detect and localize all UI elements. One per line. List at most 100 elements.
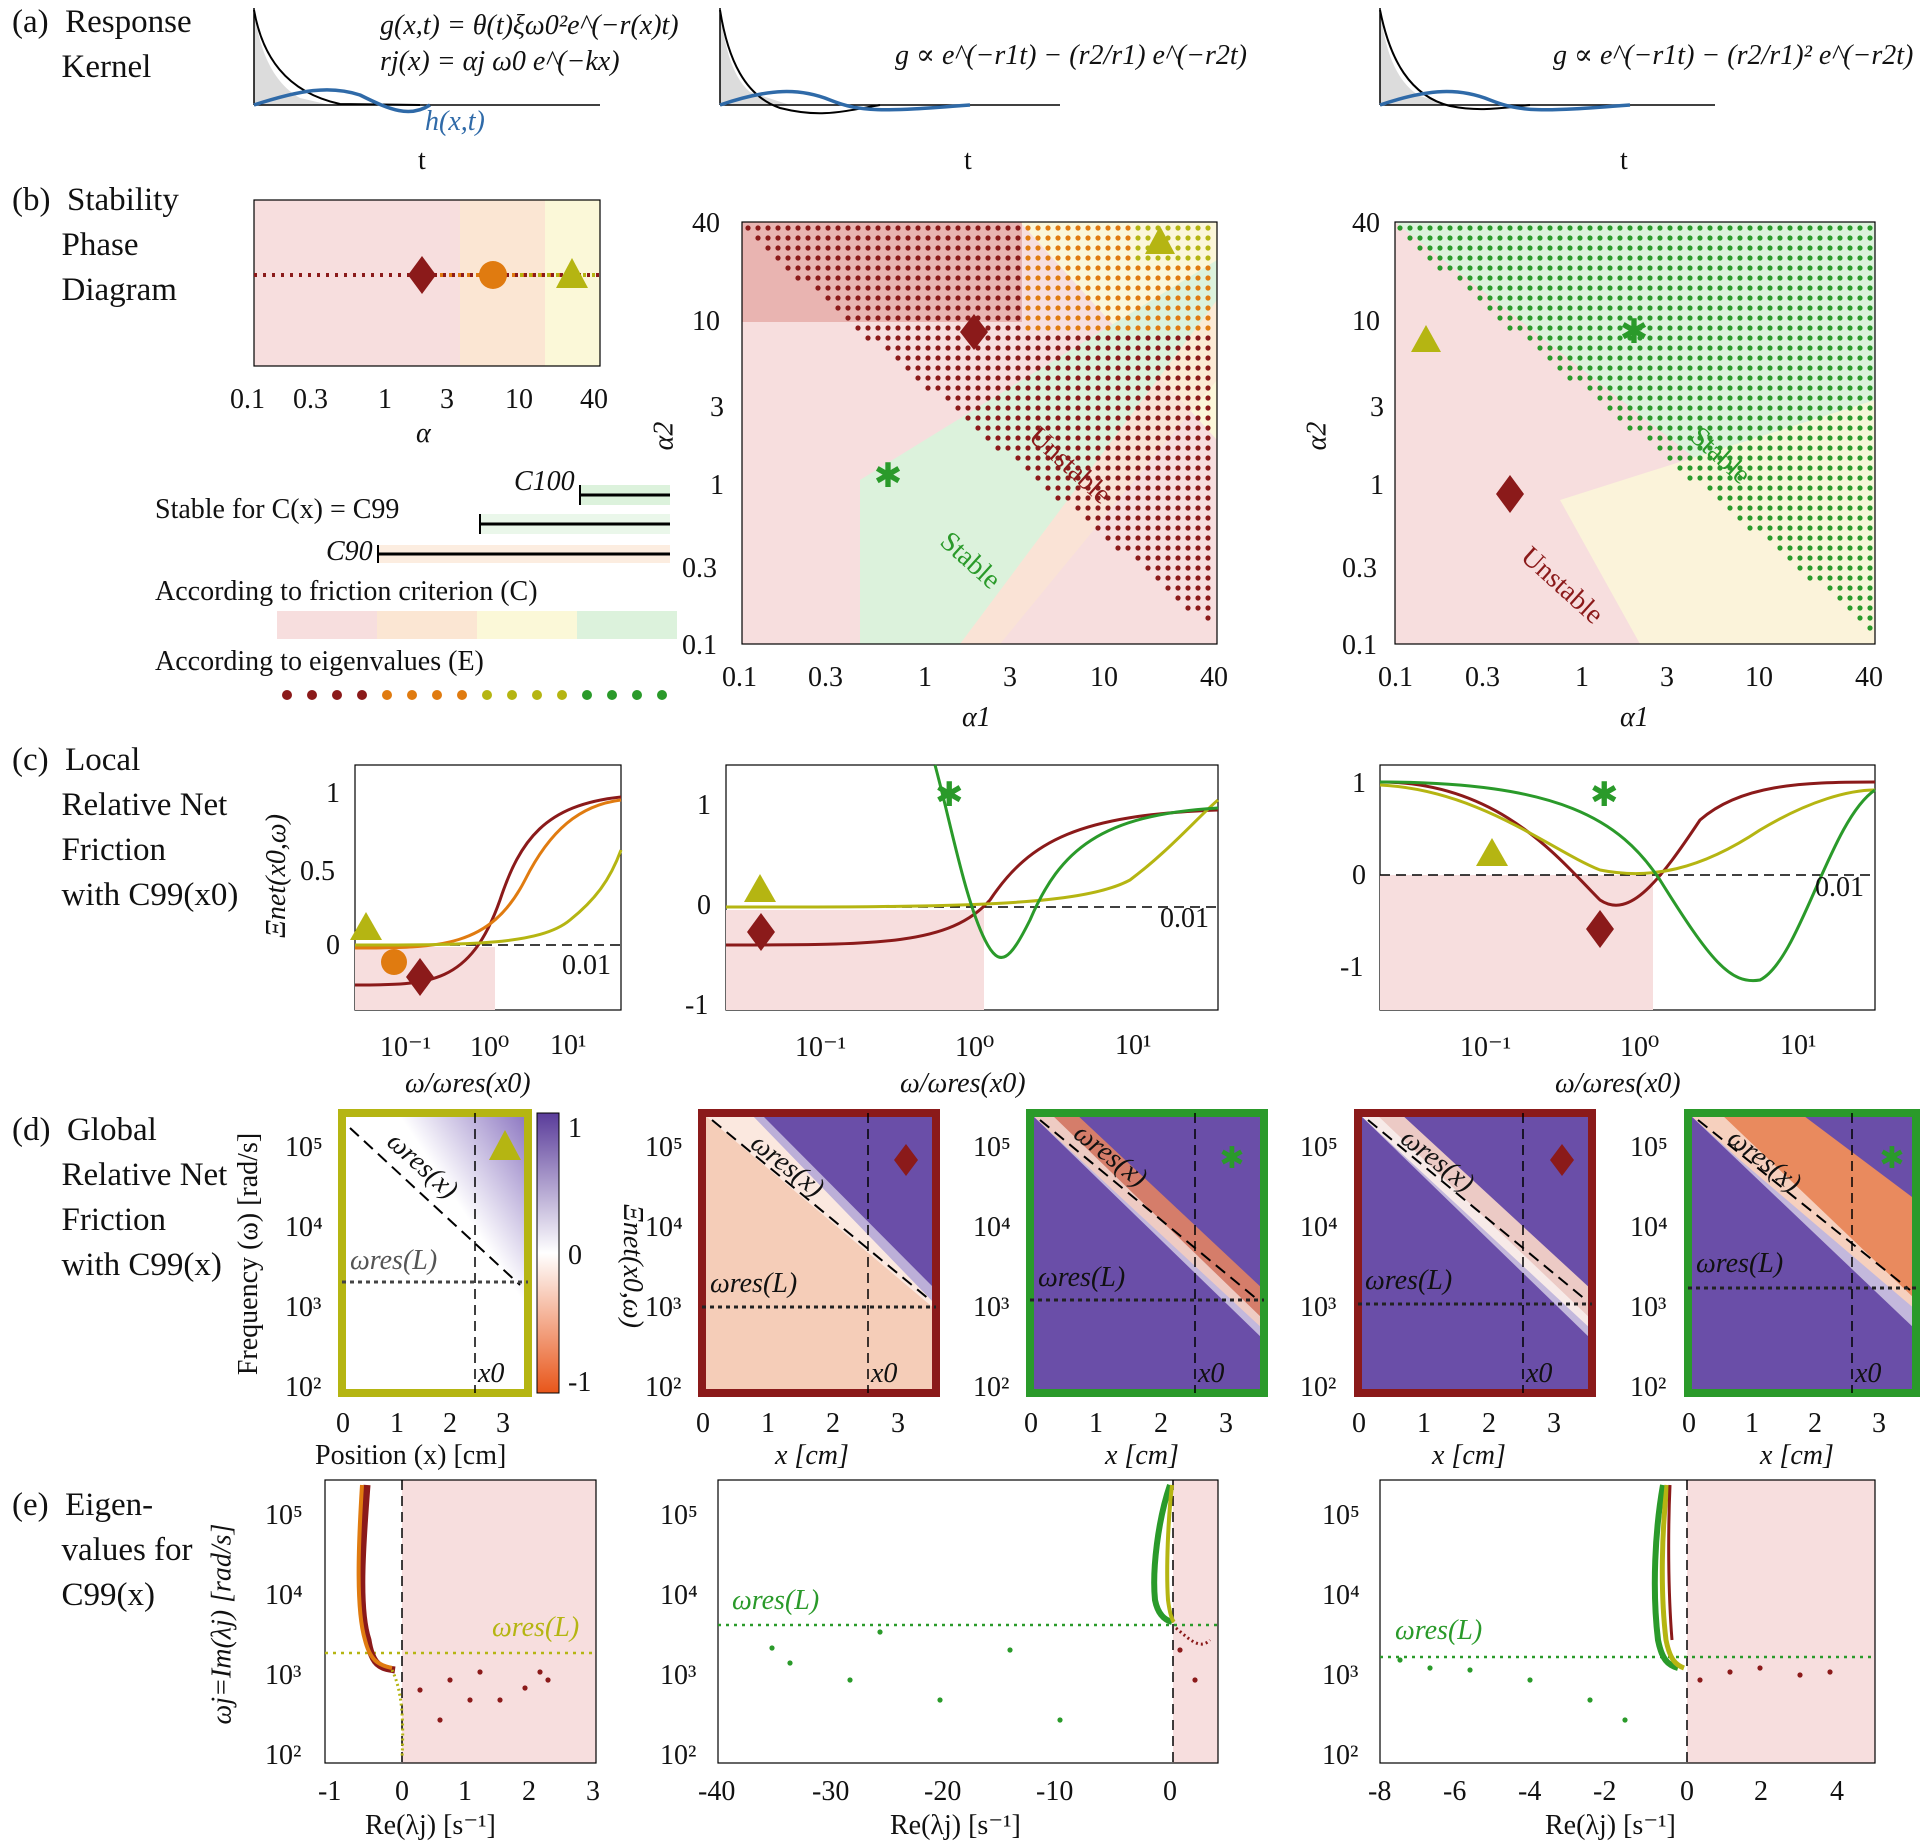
phase-dot-right [1767, 355, 1773, 361]
phase-dot-right [1827, 445, 1833, 451]
phase-dot-right [1467, 285, 1473, 291]
phase-dot-right [1727, 455, 1733, 461]
phase-dot-mid [1005, 435, 1011, 441]
phase-dot-right [1797, 545, 1803, 551]
phase-dot-mid [945, 335, 951, 341]
cbar-tick--1: -1 [568, 1367, 592, 1398]
friction-right-ytick-1: 1 [1352, 768, 1366, 799]
phase-dot-right [1787, 555, 1793, 561]
right-xtick-0.1: 0.1 [1378, 662, 1413, 693]
phase-dot-right [1647, 295, 1653, 301]
phase-dot-mid [945, 375, 951, 381]
phase-dot-right [1797, 405, 1803, 411]
phase-dot-right [1537, 345, 1543, 351]
phase-dot-mid [955, 285, 961, 291]
mid-ytick-0.1: 0.1 [682, 630, 717, 661]
phase-dot-right [1647, 435, 1653, 441]
phase-dot-right [1757, 385, 1763, 391]
phase-dot-right [1617, 295, 1623, 301]
phase-dot-right [1737, 335, 1743, 341]
phase-dot-mid [1075, 355, 1081, 361]
phase-dot-right [1837, 385, 1843, 391]
phase-dot-mid [1145, 225, 1151, 231]
phase-dot-right [1697, 355, 1703, 361]
phase-dot-right [1817, 405, 1823, 411]
phase-dot-mid [1035, 475, 1041, 481]
phase-dot-right [1657, 395, 1663, 401]
phase-dot-right [1497, 255, 1503, 261]
ep3-ytick-2: 10² [1322, 1740, 1359, 1771]
phase-dot-right [1627, 365, 1633, 371]
phase-dot-mid [1055, 235, 1061, 241]
phase-dot-right [1787, 265, 1793, 271]
phase-dot-right [1777, 495, 1783, 501]
phase-dot-mid [1105, 345, 1111, 351]
phase-dot-right [1657, 365, 1663, 371]
phase-dot-mid [1195, 575, 1201, 581]
phase-dot-right [1777, 295, 1783, 301]
phase-dot-mid [1015, 425, 1021, 431]
phase-dot-right [1867, 315, 1873, 321]
phase-dot-mid [785, 245, 791, 251]
phase-dot-mid [965, 275, 971, 281]
phase-dot-mid [1205, 425, 1211, 431]
phase-dot-right [1827, 575, 1833, 581]
phase-dot-right [1537, 245, 1543, 251]
phase-dot-right [1617, 355, 1623, 361]
phase-dot-right [1767, 405, 1773, 411]
phase-dot-mid [1045, 355, 1051, 361]
phase-dot-right [1627, 425, 1633, 431]
phase-dot-right [1787, 455, 1793, 461]
phase-dot-right [1737, 365, 1743, 371]
phase-dot-mid [1145, 235, 1151, 241]
global-map-1 [338, 1109, 532, 1397]
phase-dot-mid [1135, 485, 1141, 491]
phase-dot-mid [1025, 225, 1031, 231]
phase-dot-right [1847, 425, 1853, 431]
phase-dot-right [1867, 545, 1873, 551]
phase-dot-mid [1105, 385, 1111, 391]
phase-dot-mid [1195, 435, 1201, 441]
phase-dot-mid [1095, 415, 1101, 421]
phase-dot-mid [1045, 405, 1051, 411]
phase-dot-mid [1125, 355, 1131, 361]
phase-dot-right [1707, 285, 1713, 291]
phase-dot-right [1677, 345, 1683, 351]
phase-dot-mid [945, 365, 951, 371]
friction-right-xlabel: ω/ωres(x0) [1555, 1068, 1681, 1099]
phase-dot-right [1727, 275, 1733, 281]
phase-dot-right [1587, 265, 1593, 271]
phase-dot-right [1737, 485, 1743, 491]
phase-dot-right [1737, 445, 1743, 451]
phase-dot-right [1827, 405, 1833, 411]
row-label-b: (b) Stability Phase Diagram [12, 182, 179, 308]
phase-dot-mid [1205, 275, 1211, 281]
phase-dot-right [1857, 535, 1863, 541]
phase-dot-right [1807, 465, 1813, 471]
phase-dot-mid [885, 255, 891, 261]
phase-dot-right [1657, 355, 1663, 361]
phase-dot-right [1707, 455, 1713, 461]
phase-dot-right [1527, 235, 1533, 241]
phase-dot-mid [1075, 365, 1081, 371]
phase-dot-right [1757, 325, 1763, 331]
phase-dot-right [1587, 335, 1593, 341]
phase-dot-mid [925, 345, 931, 351]
phase-dot-mid [1145, 475, 1151, 481]
phase-dot-right [1537, 315, 1543, 321]
phase-dot-mid [1095, 425, 1101, 431]
phase-dot-mid [1195, 495, 1201, 501]
phase-dot-mid [975, 285, 981, 291]
phase-dot-right [1667, 365, 1673, 371]
phase-dot-mid [1085, 425, 1091, 431]
phase-dot-right [1637, 325, 1643, 331]
phase-dot-right [1587, 295, 1593, 301]
phase-dot-mid [895, 255, 901, 261]
phase-dot-mid [1025, 255, 1031, 261]
phase-dot-right [1677, 465, 1683, 471]
phase-dot-right [1647, 305, 1653, 311]
phase-dot-right [1847, 505, 1853, 511]
phase-dot-mid [995, 305, 1001, 311]
phase-dot-mid [1055, 255, 1061, 261]
mid-ytick-1: 1 [710, 470, 724, 501]
